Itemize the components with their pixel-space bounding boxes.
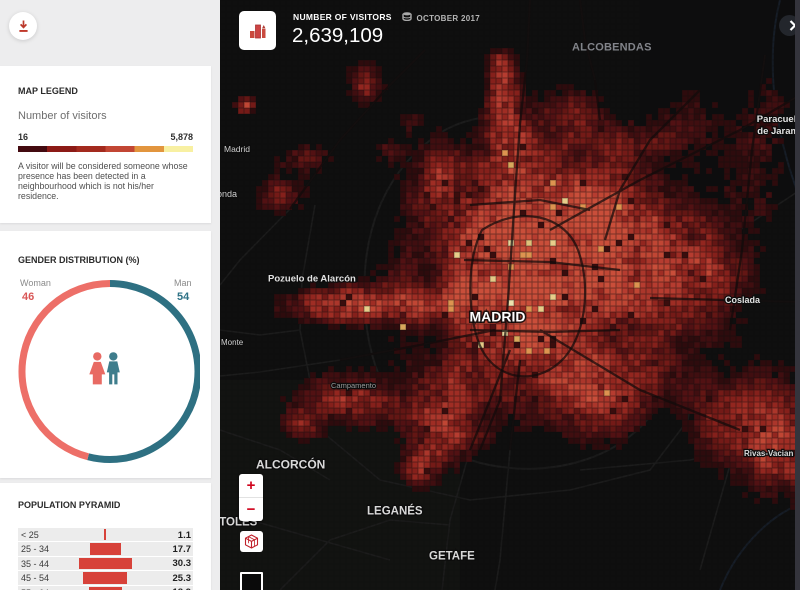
svg-text:ALCORCÓN: ALCORCÓN	[256, 457, 325, 472]
svg-text:LEGANÉS: LEGANÉS	[367, 505, 423, 518]
svg-text:GETAFE: GETAFE	[429, 551, 475, 563]
svg-text:Coslada: Coslada	[725, 295, 761, 305]
svg-text:Campamento: Campamento	[331, 381, 376, 390]
svg-text:Madrid: Madrid	[224, 144, 250, 154]
svg-text:Paracuell: Paracuell	[757, 114, 799, 125]
svg-text:MADRID: MADRID	[470, 309, 526, 325]
svg-text:onda: onda	[220, 189, 237, 199]
svg-text:Rivas-Vacian: Rivas-Vacian	[744, 449, 793, 458]
svg-text:ALCOBENDAS: ALCOBENDAS	[572, 41, 652, 53]
svg-text:Monte: Monte	[221, 338, 244, 347]
svg-text:Pozuelo de Alarcón: Pozuelo de Alarcón	[268, 274, 356, 285]
svg-text:de Jaram: de Jaram	[757, 126, 799, 137]
